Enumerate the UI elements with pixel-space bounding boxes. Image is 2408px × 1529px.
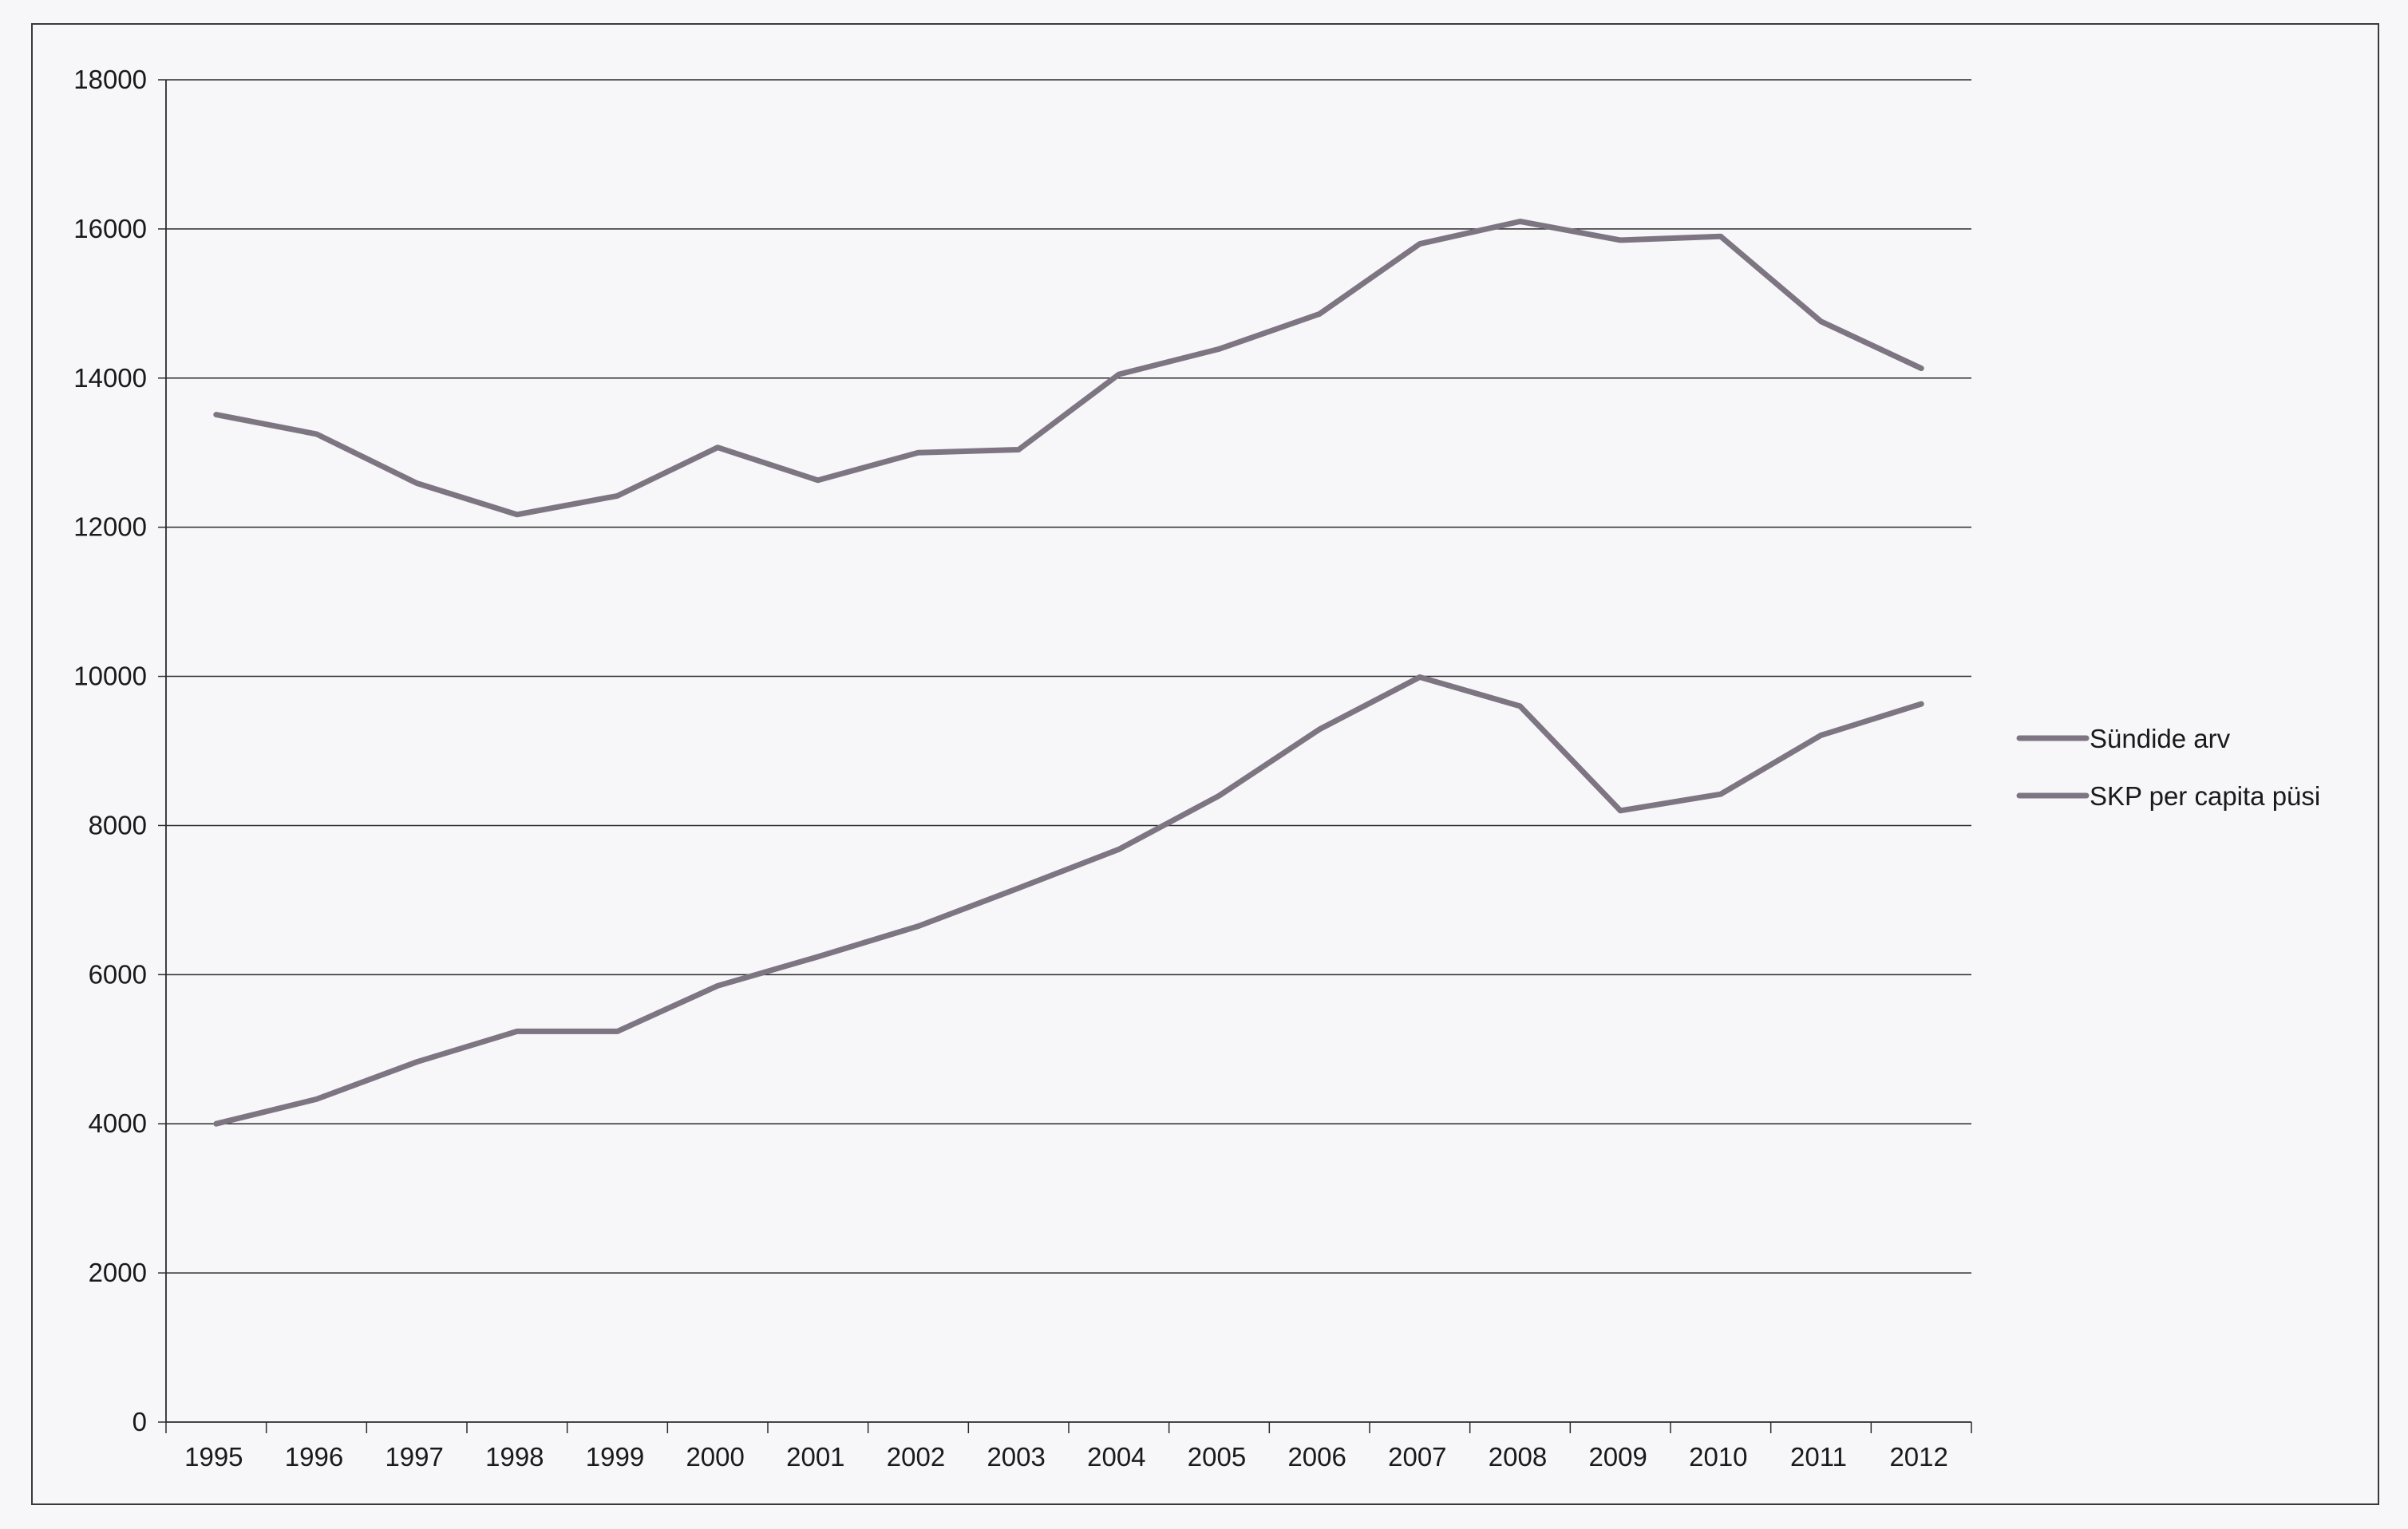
x-tick-label: 2004 xyxy=(1087,1442,1145,1472)
x-tick-label: 2011 xyxy=(1790,1442,1847,1472)
x-tick-label: 2005 xyxy=(1188,1442,1246,1472)
legend: Sündide arv SKP per capita püsi xyxy=(2016,724,2320,811)
x-tick-label: 2010 xyxy=(1689,1442,1747,1472)
legend-label: Sündide arv xyxy=(2090,724,2231,753)
x-tick-label: 2003 xyxy=(987,1442,1045,1472)
x-tick-label: 1999 xyxy=(586,1442,644,1472)
gridlines xyxy=(166,79,1971,1274)
y-tick-label: 14000 xyxy=(73,363,147,393)
x-tick-label: 1996 xyxy=(285,1442,343,1472)
x-tick-label: 1995 xyxy=(184,1442,243,1472)
axes xyxy=(158,79,1972,1433)
y-tick-label: 6000 xyxy=(89,959,147,989)
x-tick-label: 2008 xyxy=(1489,1442,1547,1472)
x-axis-tick-labels: 1995 1996 1997 1998 1999 2000 2001 2002 2003 2004… xyxy=(184,1442,1948,1472)
y-axis-tick-labels: 0 2000 4000 6000 8000 10000 12000 14000 16000 180… xyxy=(73,65,147,1436)
y-tick-label: 4000 xyxy=(89,1108,147,1138)
series-line-2 xyxy=(213,674,1924,1127)
legend-label: SKP per capita püsi xyxy=(2090,781,2320,811)
x-tick-label: 2012 xyxy=(1889,1442,1947,1472)
x-tick-label: 2006 xyxy=(1287,1442,1346,1472)
y-tick-label: 8000 xyxy=(89,810,147,840)
x-tick-label: 2007 xyxy=(1388,1442,1446,1472)
x-tick-label: 2001 xyxy=(786,1442,844,1472)
series-line-1 xyxy=(213,219,1924,518)
y-tick-label: 0 xyxy=(132,1407,147,1436)
series-lines xyxy=(213,219,1924,1127)
x-tick-label: 1998 xyxy=(485,1442,544,1472)
y-tick-label: 18000 xyxy=(73,65,147,94)
x-tick-label: 2009 xyxy=(1588,1442,1647,1472)
x-tick-label: 2002 xyxy=(887,1442,945,1472)
x-tick-label: 1997 xyxy=(385,1442,443,1472)
y-tick-label: 2000 xyxy=(89,1258,147,1287)
y-tick-label: 10000 xyxy=(73,662,147,691)
chart-border xyxy=(31,23,2379,1505)
y-tick-label: 16000 xyxy=(73,214,147,243)
x-tick-label: 2000 xyxy=(686,1442,744,1472)
y-tick-label: 12000 xyxy=(73,512,147,542)
